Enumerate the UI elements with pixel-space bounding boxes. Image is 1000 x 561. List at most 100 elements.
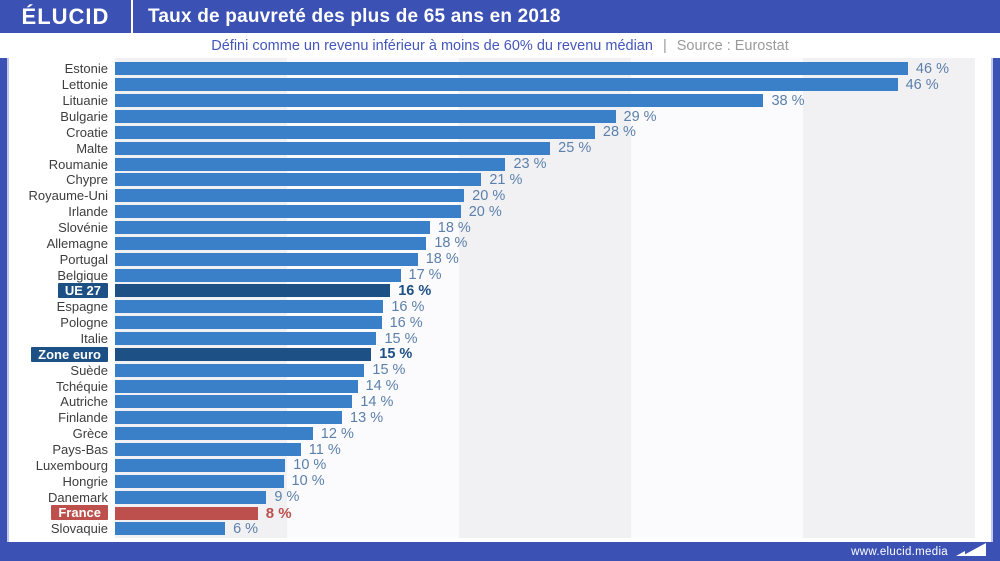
label-cell: Roumanie (0, 157, 115, 172)
country-label: Autriche (60, 394, 108, 410)
chart-row: Espagne 16 % (0, 299, 1000, 315)
value-label: 11 % (308, 441, 341, 458)
value-label: 8 % (265, 504, 292, 522)
value-bar (115, 268, 401, 282)
chart-row: Malte 25 % (0, 140, 1000, 156)
country-label: Espagne (56, 299, 108, 315)
country-label: Italie (80, 331, 108, 347)
label-cell: Lituanie (0, 93, 115, 108)
value-bar (115, 62, 908, 76)
label-cell: France (0, 505, 115, 521)
grid-band (803, 58, 975, 538)
chart-row: Slovénie 18 % (0, 220, 1000, 236)
value-label: 16 % (391, 298, 425, 315)
country-label: Allemagne (46, 235, 108, 251)
chart-row: Allemagne 18 % (0, 235, 1000, 251)
label-cell: Danemark (0, 490, 115, 505)
bar-track: 9 % (115, 489, 1000, 505)
value-label: 15 % (372, 362, 406, 379)
bar-track: 10 % (115, 473, 1000, 489)
label-cell: Suède (0, 363, 115, 378)
bar-track: 15 % (115, 346, 1000, 362)
chart-row: France 8 % (0, 504, 1000, 522)
bar-track: 20 % (115, 204, 1000, 220)
value-bar (115, 490, 267, 504)
chart-row: Lettonie 46 % (0, 77, 1000, 93)
value-bar (115, 78, 898, 92)
label-cell: Croatie (0, 125, 115, 140)
subtitle-source: Source : Eurostat (676, 37, 789, 54)
subtitle-definition: Défini comme un revenu inférieur à moins… (211, 37, 653, 54)
label-cell: Lettonie (0, 77, 115, 92)
value-label: 10 % (293, 457, 327, 474)
country-label: Irlande (68, 204, 108, 220)
value-bar (115, 125, 595, 139)
bar-track: 14 % (115, 394, 1000, 410)
value-label: 17 % (408, 267, 442, 284)
value-bar (115, 189, 465, 203)
value-bar (115, 506, 258, 520)
value-label: 14 % (365, 378, 399, 395)
bar-track: 6 % (115, 521, 1000, 537)
country-label: Lettonie (61, 77, 108, 93)
chart-row: Zone euro 15 % (0, 346, 1000, 362)
chart-row: Italie 15 % (0, 331, 1000, 347)
elucid-flag-icon (956, 542, 986, 556)
value-bar (115, 236, 427, 250)
value-label: 18 % (425, 251, 459, 268)
bar-track: 12 % (115, 426, 1000, 442)
subtitle-separator: | (662, 37, 667, 54)
chart-row: Portugal 18 % (0, 251, 1000, 267)
value-bar (115, 157, 506, 171)
country-label: Slovénie (58, 220, 108, 236)
country-label: Chypre (66, 172, 108, 188)
value-label: 18 % (434, 235, 468, 252)
value-bar (115, 395, 353, 409)
country-label: UE 27 (57, 283, 108, 299)
label-cell: Slovénie (0, 220, 115, 235)
elucid-logo: ÉLUCID (21, 3, 110, 29)
value-bar (115, 141, 551, 155)
bar-track: 15 % (115, 362, 1000, 378)
label-cell: Estonie (0, 61, 115, 76)
value-label: 9 % (274, 489, 300, 506)
country-label: Roumanie (48, 156, 108, 172)
bar-track: 18 % (115, 251, 1000, 267)
bar-track: 18 % (115, 235, 1000, 251)
chart-row: Slovaquie 6 % (0, 521, 1000, 537)
label-cell: Grèce (0, 426, 115, 441)
header-bar: ÉLUCID Taux de pauvreté des plus de 65 a… (0, 0, 1000, 33)
value-label: 46 % (905, 76, 939, 93)
value-bar (115, 284, 391, 298)
country-label: Hongrie (62, 473, 108, 489)
label-cell: Tchéquie (0, 379, 115, 394)
value-label: 18 % (437, 219, 471, 236)
value-bar (115, 300, 384, 314)
value-label: 15 % (379, 346, 413, 363)
country-label: France (51, 505, 108, 521)
label-cell: Irlande (0, 204, 115, 219)
chart-row: Luxembourg 10 % (0, 457, 1000, 473)
country-label: Suède (70, 362, 108, 378)
value-label: 46 % (915, 60, 949, 77)
page-title: Taux de pauvreté des plus de 65 ans en 2… (148, 5, 561, 27)
label-cell: Luxembourg (0, 458, 115, 473)
label-cell: Zone euro (0, 346, 115, 362)
value-bar (115, 347, 372, 361)
country-label: Grèce (72, 426, 108, 442)
label-cell: Finlande (0, 410, 115, 425)
bar-track: 29 % (115, 109, 1000, 125)
label-cell: Allemagne (0, 236, 115, 251)
header-separator (131, 0, 133, 33)
country-label: Portugal (59, 251, 108, 267)
country-label: Bulgarie (60, 109, 108, 124)
label-cell: Bulgarie (0, 109, 115, 124)
label-cell: Pays-Bas (0, 442, 115, 457)
country-label: Pologne (60, 315, 108, 331)
bar-track: 21 % (115, 172, 1000, 188)
value-label: 20 % (472, 187, 506, 204)
value-label: 25 % (558, 140, 592, 157)
label-cell: Malte (0, 141, 115, 156)
label-cell: Royaume-Uni (0, 188, 115, 203)
chart-row: UE 27 16 % (0, 283, 1000, 299)
